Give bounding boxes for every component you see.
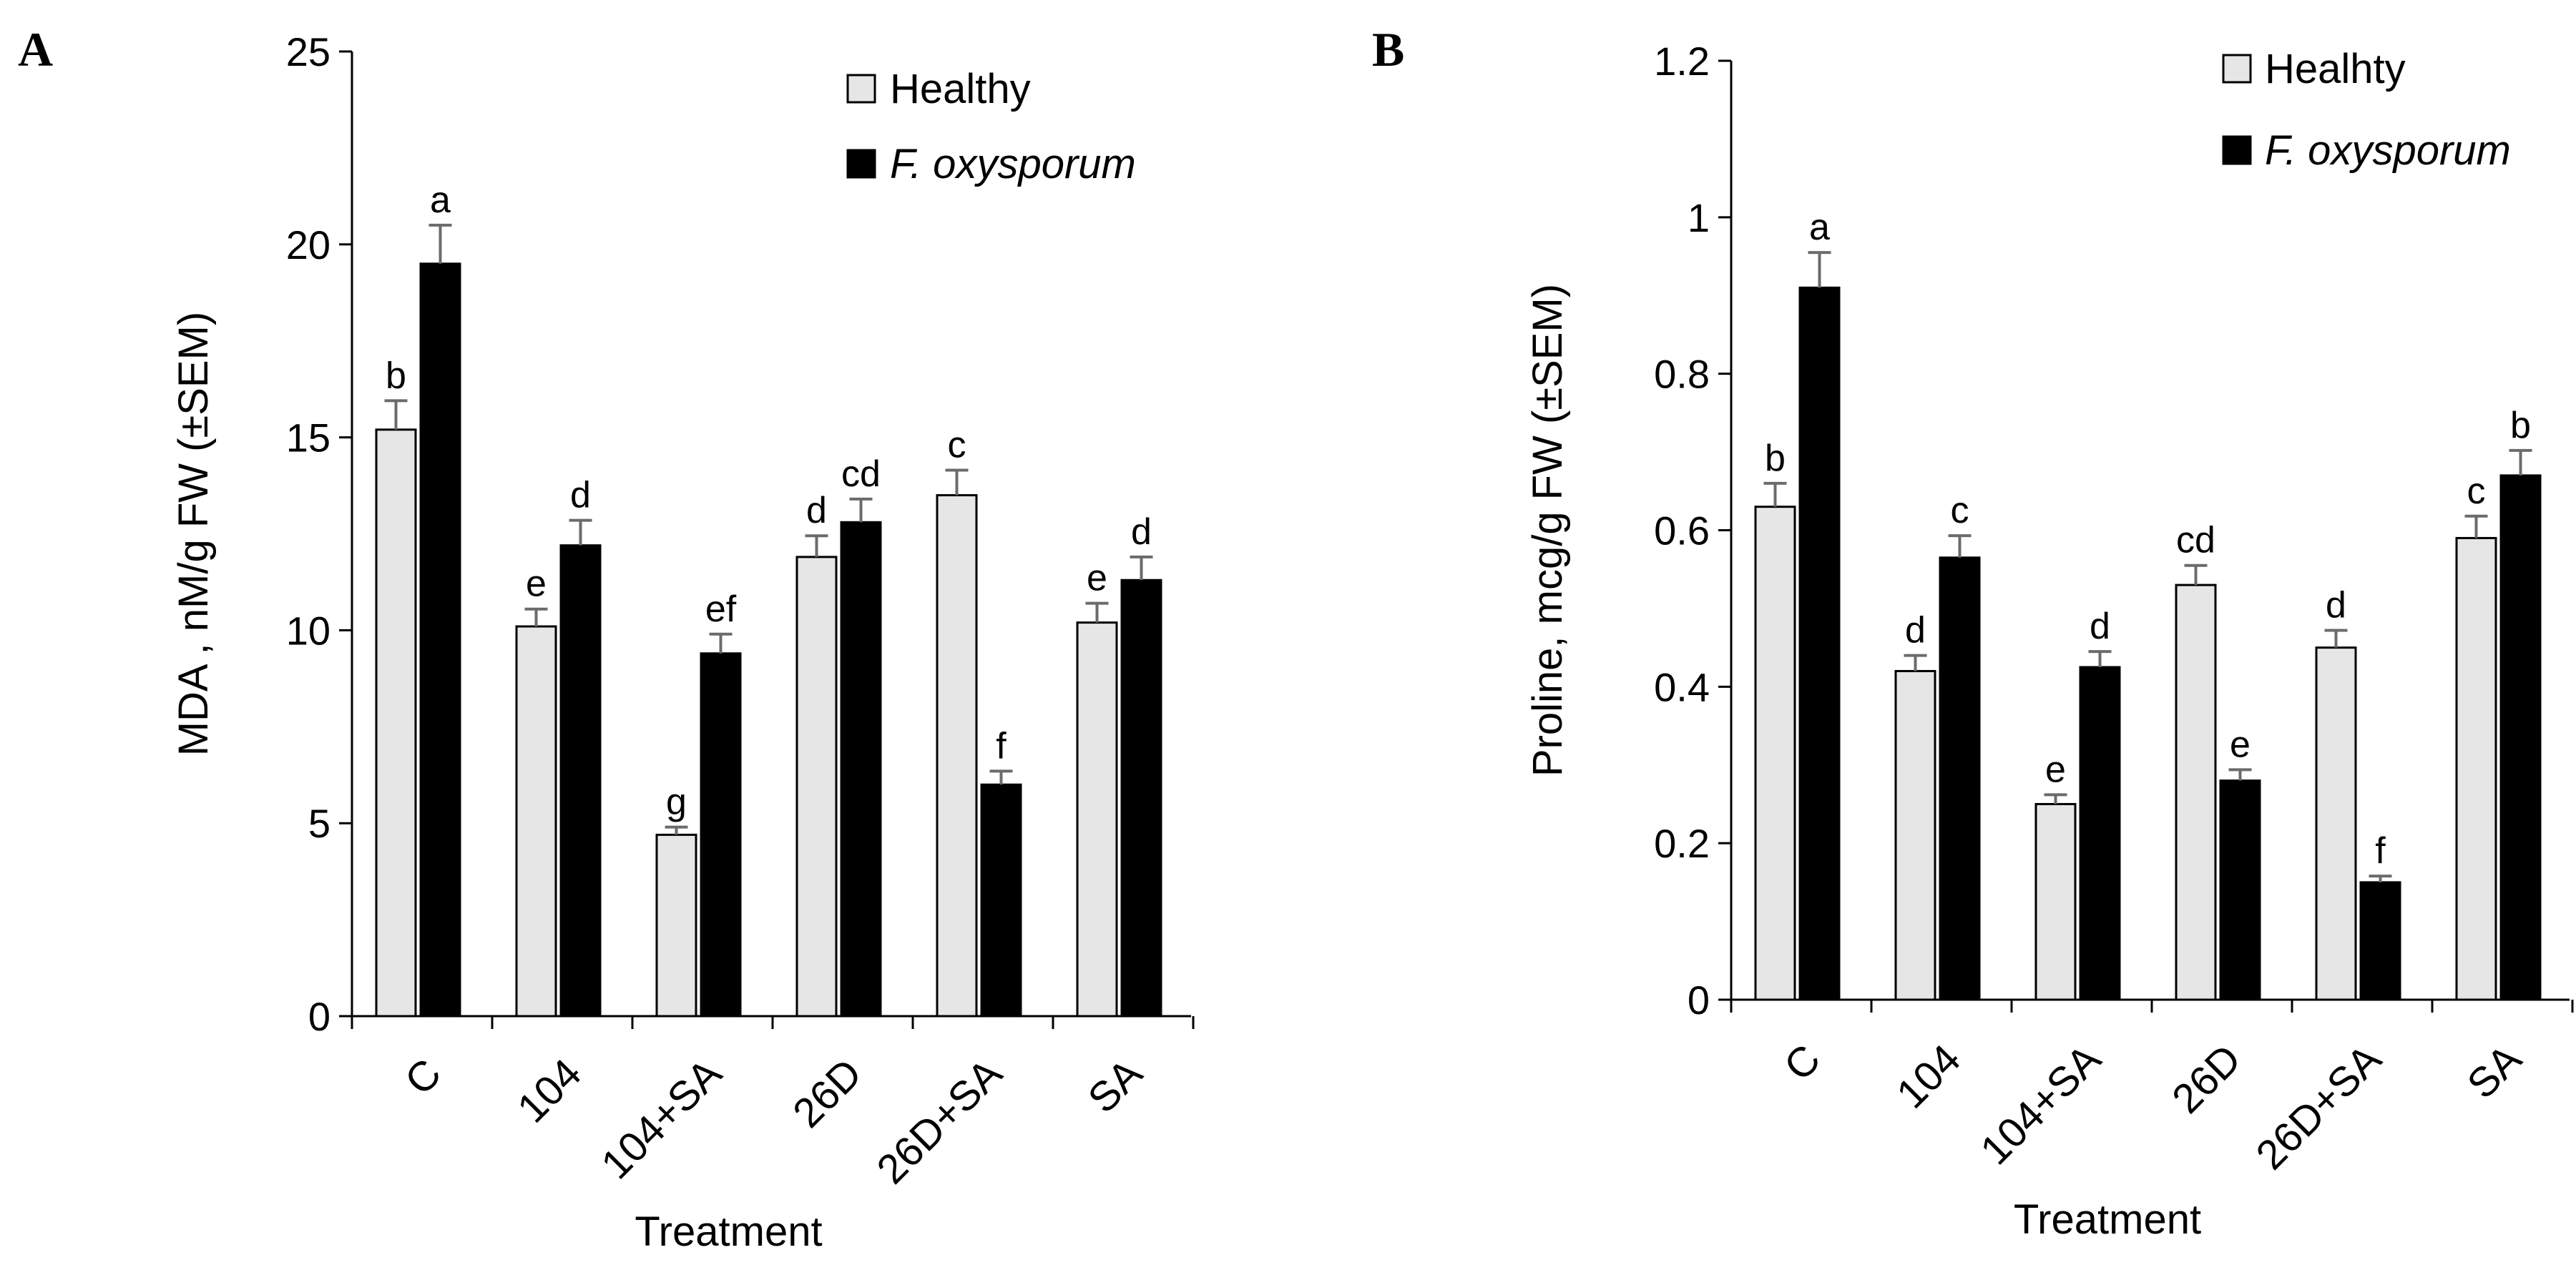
bar-healthy-C: [375, 428, 417, 1018]
legend-swatch-healthy: [2222, 54, 2252, 84]
significance-letter: c: [1951, 490, 1969, 531]
bar-infected-104: [559, 544, 602, 1018]
x-axis-title: Treatment: [635, 1208, 822, 1255]
bar-infected-26D+SA: [2359, 881, 2401, 1001]
significance-letter: b: [1765, 438, 1786, 479]
bar-infected-SA: [2499, 474, 2542, 1001]
significance-letter: d: [1131, 511, 1152, 553]
significance-letter: d: [806, 490, 827, 531]
significance-letter: d: [2326, 585, 2346, 626]
significance-letter: cd: [2176, 520, 2215, 561]
legend-label-infected: F. oxysporum: [890, 141, 1136, 187]
y-tick-label: 5: [308, 801, 330, 846]
bar-infected-26D: [840, 521, 882, 1018]
bar-healthy-26D: [2175, 584, 2217, 1001]
significance-letter: c: [948, 424, 966, 466]
x-tick-label: 104+SA: [1972, 1035, 2110, 1173]
y-tick-label: 1: [1688, 195, 1710, 240]
significance-letter: a: [1809, 207, 1830, 248]
significance-letter: d: [570, 475, 591, 516]
x-tick-label: 26D: [784, 1050, 871, 1136]
bar-healthy-104: [515, 625, 557, 1018]
x-tick-label: SA: [1079, 1050, 1152, 1122]
bar-healthy-104+SA: [2034, 802, 2077, 1001]
bar-healthy-104: [1894, 669, 1936, 1001]
legend-swatch-infected: [2222, 135, 2252, 165]
significance-letter: e: [1087, 558, 1107, 599]
legend-label-infected: F. oxysporum: [2265, 127, 2511, 174]
x-tick-label: C: [1776, 1035, 1830, 1090]
bar-healthy-C: [1754, 506, 1796, 1001]
y-tick-label: 0.8: [1654, 352, 1710, 397]
x-axis-title: Treatment: [2014, 1196, 2201, 1243]
significance-letter: b: [2510, 405, 2531, 446]
significance-letter: e: [526, 563, 547, 605]
significance-letter: a: [430, 179, 451, 221]
y-tick-label: 15: [286, 415, 330, 461]
chart-panel-a: A 0 5 10 15 20 25 b e g d c e a d ef cd f d C 104 104+SA 26D26…: [18, 22, 1195, 1255]
x-tick-label: 26D: [2163, 1035, 2250, 1122]
significance-letter: f: [996, 725, 1007, 767]
bar-infected-26D+SA: [980, 783, 1022, 1018]
bar-healthy-SA: [1076, 621, 1118, 1018]
y-tick-label: 0: [308, 994, 330, 1039]
legend-label-healthy: Healthy: [890, 66, 1031, 112]
y-tick-label: 25: [286, 29, 330, 74]
significance-letter: d: [1905, 610, 1926, 651]
y-tick-label: 20: [286, 222, 330, 267]
y-tick-label: 0: [1688, 978, 1710, 1023]
significance-letter: e: [2045, 749, 2066, 790]
significance-letter: b: [386, 355, 406, 396]
y-tick-label: 10: [286, 608, 330, 653]
bar-healthy-26D+SA: [936, 494, 978, 1018]
bar-infected-104+SA: [2079, 666, 2121, 1001]
bar-infected-104+SA: [700, 652, 742, 1018]
bar-healthy-SA: [2455, 536, 2497, 1001]
bar-infected-C: [1798, 286, 1841, 1001]
panel-label: B: [1372, 22, 1404, 77]
panel-label: A: [18, 22, 53, 77]
x-tick-label: 26D+SA: [2247, 1035, 2390, 1178]
significance-letter: ef: [705, 589, 737, 630]
legend-swatch-infected: [846, 149, 876, 179]
legend-label-healthy: Healhty: [2265, 46, 2406, 92]
x-tick-label: C: [396, 1050, 451, 1104]
significance-letter: c: [2467, 471, 2486, 512]
significance-letter: d: [2090, 606, 2110, 647]
significance-letter: e: [2230, 724, 2251, 765]
y-axis-title: MDA , nM/g FW (±SEM): [170, 312, 217, 757]
x-tick-label: 104+SA: [592, 1050, 730, 1188]
x-tick-label: 104: [1888, 1035, 1969, 1117]
y-tick-label: 0.6: [1654, 508, 1710, 553]
bar-healthy-26D+SA: [2315, 646, 2357, 1001]
x-tick-label: 26D+SA: [868, 1050, 1011, 1193]
significance-letter: cd: [841, 453, 881, 495]
bar-healthy-26D: [795, 556, 838, 1018]
bar-infected-26D: [2219, 779, 2261, 1001]
x-tick-label: SA: [2459, 1035, 2531, 1108]
significance-letter: f: [2375, 830, 2386, 872]
y-tick-label: 0.2: [1654, 821, 1710, 866]
legend-swatch-healthy: [846, 74, 876, 104]
y-axis-title: Proline, mcg/g FW (±SEM): [1524, 284, 1571, 777]
x-tick-label: 104: [509, 1050, 590, 1131]
y-tick-label: 0.4: [1654, 664, 1710, 709]
bar-healthy-104+SA: [655, 833, 697, 1018]
significance-letter: g: [666, 782, 687, 823]
bar-infected-C: [419, 262, 461, 1018]
bar-infected-SA: [1120, 579, 1162, 1018]
y-tick-label: 1.2: [1654, 39, 1710, 84]
bar-infected-104: [1939, 556, 1981, 1001]
